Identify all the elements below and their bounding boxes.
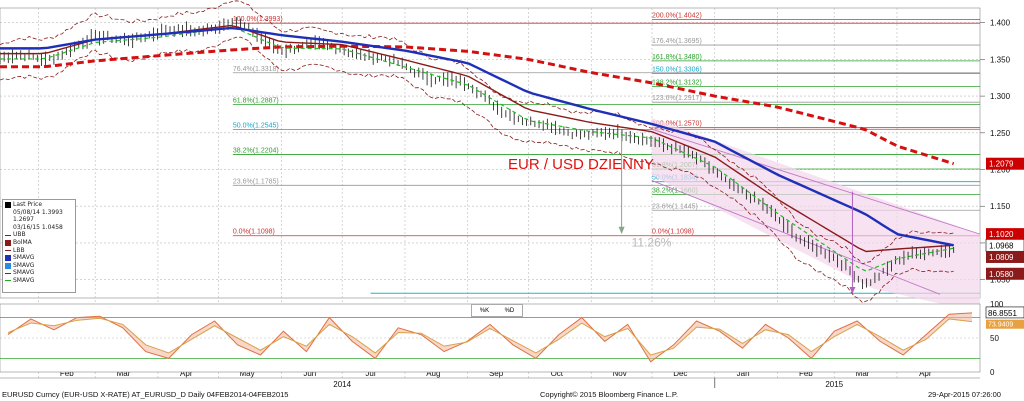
y-tick-label: 1.150 xyxy=(990,202,1011,211)
fib-label-right: 0.0%(1.1098) xyxy=(652,229,694,236)
y-tick-label: 1.050 xyxy=(990,276,1011,285)
fib-label-left: 61.8%(1.2887) xyxy=(233,97,279,104)
stochastic-legend: %K %D xyxy=(471,304,523,317)
stochastic-tick-label: 100 xyxy=(990,300,1004,309)
move-arrow-head xyxy=(618,226,625,235)
moving-averages xyxy=(0,24,955,272)
stochastic-k-line xyxy=(7,312,973,363)
legend: Last Price 05/08/14 1.3993 1.2697 03/16/… xyxy=(2,199,76,293)
price-labels: 1.2079 1.1020 1.0968 1.0809 1.0580 xyxy=(985,157,1024,280)
stoch-d-value-box xyxy=(986,319,1024,329)
channel-upper xyxy=(651,128,981,235)
y-tick-label: 1.300 xyxy=(990,92,1011,101)
legend-item: BolMA xyxy=(5,239,73,247)
x-tick-label: Jan xyxy=(737,369,750,378)
x-tick-label: May xyxy=(239,369,254,378)
stochastic-panel: 100 50 0 86.8551 73.9409 xyxy=(0,300,1024,377)
stoch-k-value-box xyxy=(985,306,1024,319)
fib-label-left: 76.4%(1.3318) xyxy=(233,66,279,73)
fib-label-right: 23.6%(1.1445) xyxy=(652,203,698,210)
price-label-text: 1.1020 xyxy=(989,230,1014,239)
legend-item: LBB xyxy=(5,247,73,255)
fib-label-left: 0.0%(1.1098) xyxy=(233,229,275,236)
price-label-text: 1.0580 xyxy=(989,270,1014,279)
fib-label-right: 150.0%(1.3306) xyxy=(652,67,702,74)
move-percent-label: 11.26% xyxy=(632,236,672,250)
target-arrow-head xyxy=(849,286,856,294)
year-label: 2014 xyxy=(333,380,351,389)
fib-label-right: 200.0%(1.4042) xyxy=(652,13,702,20)
y-tick-label: 1.350 xyxy=(990,55,1011,64)
price-label-box xyxy=(986,157,1024,170)
price-label-box xyxy=(986,250,1024,263)
stoch-d-label: %D xyxy=(504,307,515,314)
legend-header: Last Price xyxy=(5,201,73,209)
footer-timestamp: 29-Apr-2015 07:26:00 xyxy=(928,390,1001,399)
y-tick-label: 1.400 xyxy=(990,19,1011,28)
x-tick-label: Feb xyxy=(799,369,813,378)
x-tick-label: Oct xyxy=(551,369,564,378)
fib-label-right: 138.2%(1.3132) xyxy=(652,79,702,86)
footer-instrument: EURUSD Curncy (EUR-USD X-RATE) AT_EURUSD… xyxy=(2,390,289,399)
x-tick-label: Apr xyxy=(919,369,932,378)
legend-item: 1.2697 xyxy=(13,216,34,224)
fib-label-right: 161.8%(1.3480) xyxy=(652,54,702,61)
fib-label-right: 38.2%(1.1660) xyxy=(652,187,698,194)
legend-item: SMAVG xyxy=(5,254,73,262)
y-tick-label: 1.250 xyxy=(990,129,1011,138)
annotations: 11.26% xyxy=(618,137,856,294)
fib-label-left: 23.6%(1.1785) xyxy=(233,178,279,185)
chart-title: EUR / USD DZIENNY xyxy=(508,156,654,173)
fib-label-right: 123.6%(1.2917) xyxy=(652,95,702,102)
fib-label-right: 176.4%(1.3695) xyxy=(652,38,702,45)
x-tick-label: Mar xyxy=(856,369,870,378)
legend-item: 05/08/14 1.3993 xyxy=(13,208,63,216)
legend-item: UBB xyxy=(5,231,73,239)
x-tick-label: Aug xyxy=(426,369,440,378)
price-label-text: 1.2079 xyxy=(989,160,1014,169)
x-tick-label: Feb xyxy=(60,369,74,378)
x-tick-label: Dec xyxy=(673,369,687,378)
x-tick-label: Nov xyxy=(612,369,626,378)
legend-item: SMAVG xyxy=(5,277,73,285)
x-tick-label: Apr xyxy=(180,369,193,378)
fib-label-left: 38.2%(1.2204) xyxy=(233,148,279,155)
upper-bollinger-band xyxy=(0,0,954,265)
stoch-d-value: 73.9409 xyxy=(988,322,1013,329)
axes: 1.4001.3501.3001.2501.2001.1501.1001.050… xyxy=(0,19,1011,389)
sma-red-dashed xyxy=(0,44,955,166)
x-tick-label: Mar xyxy=(117,369,131,378)
footer-copyright: Copyright© 2015 Bloomberg Finance L.P. xyxy=(540,390,678,399)
y-tick-label: 1.200 xyxy=(990,166,1011,175)
stochastic-d-line xyxy=(7,317,973,356)
price-series xyxy=(0,17,955,289)
price-label-text: 1.0968 xyxy=(989,241,1014,250)
price-label-text: 1.0809 xyxy=(989,253,1014,262)
sma-green-dashed xyxy=(0,26,954,272)
price-label-box xyxy=(986,228,1024,241)
year-label: 2015 xyxy=(825,380,843,389)
stochastic-tick-label: 50 xyxy=(990,334,999,343)
stoch-k-value: 86.8551 xyxy=(988,309,1017,318)
fib-label-left: 100.0%(1.3993) xyxy=(233,16,283,23)
legend-item: SMAVG xyxy=(5,269,73,277)
footer: EURUSD Curncy (EUR-USD X-RATE) AT_EURUSD… xyxy=(0,390,1024,401)
price-label-box xyxy=(986,267,1024,280)
sma-blue xyxy=(0,26,954,247)
fib-label-left: 50.0%(1.2545) xyxy=(233,123,279,130)
stochastic-tick-label: 0 xyxy=(990,368,995,377)
x-tick-label: Sep xyxy=(489,369,504,378)
x-tick-label: Jul xyxy=(365,369,375,378)
channel-fill xyxy=(651,118,980,313)
legend-item: SMAVG xyxy=(5,262,73,270)
fib-label-right: 100.0%(1.2570) xyxy=(652,121,702,128)
stoch-k-label: %K xyxy=(479,307,490,314)
x-tick-label: Jun xyxy=(303,369,316,378)
legend-item: 03/16/15 1.0458 xyxy=(13,223,63,231)
